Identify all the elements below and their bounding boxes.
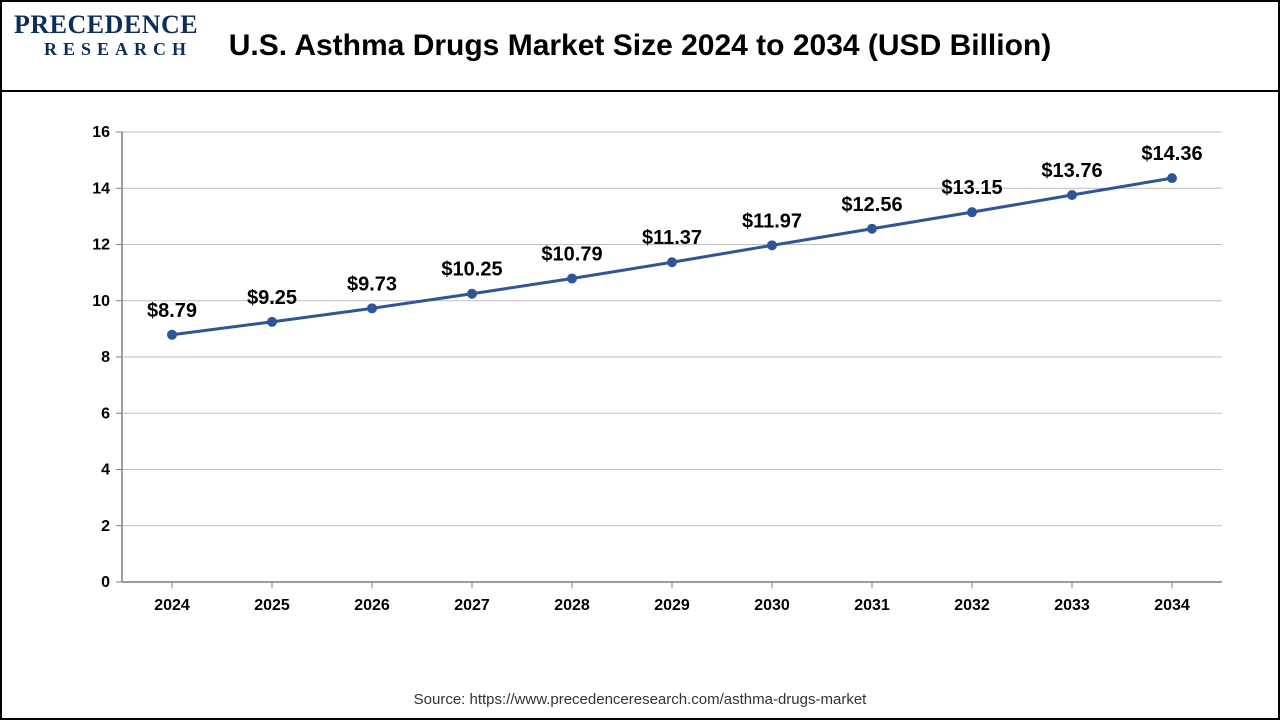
- svg-text:2031: 2031: [854, 597, 890, 614]
- svg-text:$13.76: $13.76: [1041, 160, 1102, 182]
- svg-text:6: 6: [101, 405, 110, 422]
- svg-text:14: 14: [92, 180, 110, 197]
- svg-text:$9.25: $9.25: [247, 287, 297, 309]
- svg-text:4: 4: [101, 462, 110, 479]
- svg-text:$12.56: $12.56: [841, 194, 902, 216]
- chart-frame: PRECEDENCE RESEARCH U.S. Asthma Drugs Ma…: [0, 0, 1280, 720]
- svg-text:2032: 2032: [954, 597, 990, 614]
- svg-text:8: 8: [101, 349, 110, 366]
- svg-text:$11.37: $11.37: [642, 227, 702, 249]
- svg-text:2026: 2026: [354, 597, 390, 614]
- svg-text:16: 16: [92, 124, 110, 141]
- svg-text:2034: 2034: [1154, 597, 1190, 614]
- line-chart: 0 2 4 6 8 10 12 14 16 2024 2025 2026 2027 2028 2029 203…: [62, 112, 1242, 652]
- svg-text:$10.25: $10.25: [441, 259, 502, 281]
- logo-main: PRECEDENCE: [14, 10, 198, 39]
- chart-area: 0 2 4 6 8 10 12 14 16 2024 2025 2026 2027 2028 2029 203…: [62, 112, 1242, 652]
- svg-text:2030: 2030: [754, 597, 790, 614]
- svg-text:10: 10: [92, 293, 110, 310]
- svg-text:$13.15: $13.15: [941, 177, 1002, 199]
- svg-text:2028: 2028: [554, 597, 590, 614]
- logo: PRECEDENCE RESEARCH: [14, 12, 198, 58]
- svg-text:$14.36: $14.36: [1141, 143, 1202, 165]
- svg-text:2: 2: [101, 518, 110, 535]
- svg-text:2025: 2025: [254, 597, 290, 614]
- svg-text:$10.79: $10.79: [541, 244, 602, 266]
- svg-text:12: 12: [92, 237, 110, 254]
- svg-text:2027: 2027: [454, 597, 490, 614]
- header: PRECEDENCE RESEARCH U.S. Asthma Drugs Ma…: [2, 2, 1278, 92]
- svg-text:2033: 2033: [1054, 597, 1090, 614]
- svg-text:$11.97: $11.97: [742, 210, 802, 232]
- svg-text:2029: 2029: [654, 597, 690, 614]
- logo-sub: RESEARCH: [44, 40, 198, 58]
- svg-text:0: 0: [101, 574, 110, 591]
- svg-text:$8.79: $8.79: [147, 300, 197, 322]
- svg-text:$9.73: $9.73: [347, 273, 397, 295]
- source-text: Source: https://www.precedenceresearch.c…: [2, 691, 1278, 708]
- svg-text:2024: 2024: [154, 597, 190, 614]
